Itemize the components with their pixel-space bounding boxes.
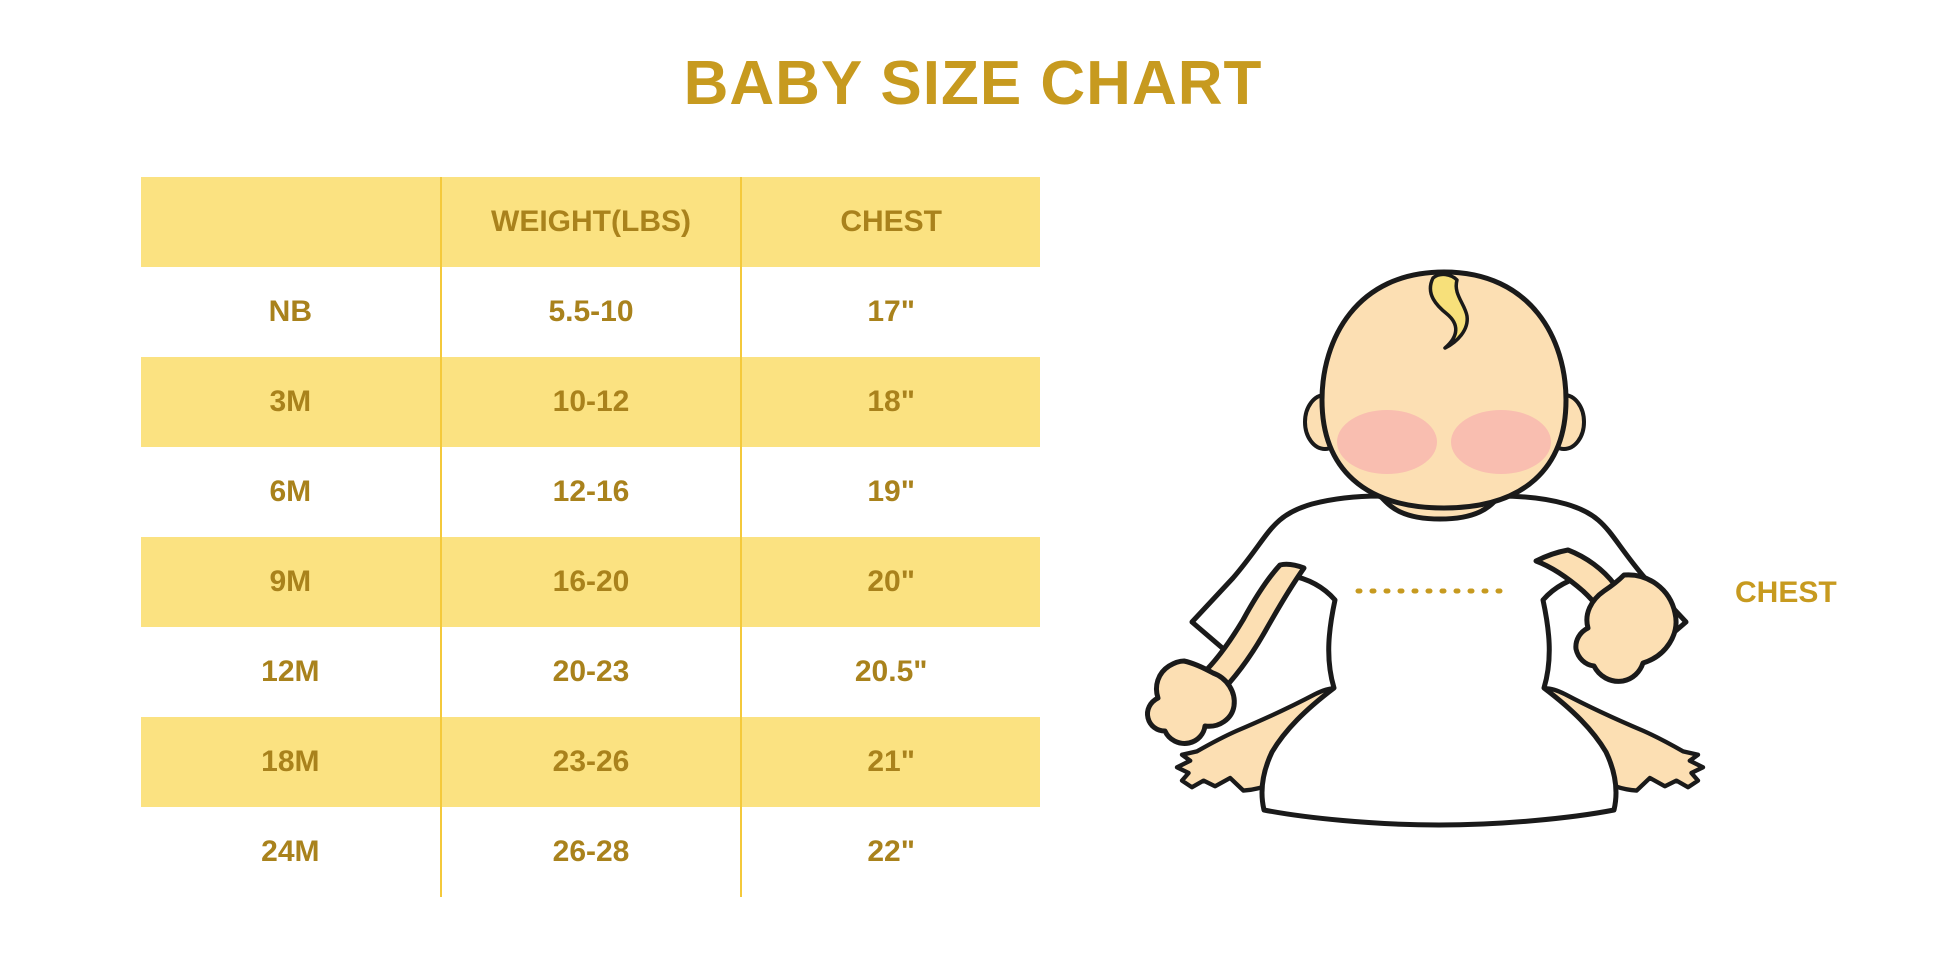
svg-text:CHEST: CHEST [1735, 576, 1837, 609]
